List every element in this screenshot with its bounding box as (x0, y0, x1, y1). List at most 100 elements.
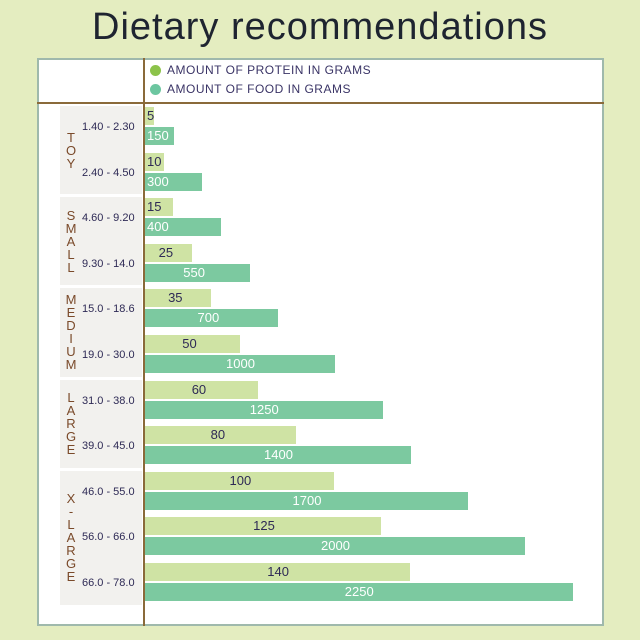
food-bar (145, 172, 202, 191)
group-letter: M (65, 220, 77, 236)
food-bar (145, 127, 174, 145)
legend-food: AMOUNT OF FOOD IN GRAMS (150, 80, 351, 98)
food-value-label: 1000 (226, 356, 255, 371)
protein-bar (145, 380, 259, 399)
protein-value-label: 80 (210, 427, 226, 443)
group-letter: O (65, 142, 77, 158)
legend-food-label: AMOUNT OF FOOD IN GRAMS (167, 82, 351, 96)
protein-bar (145, 243, 193, 262)
protein-bar (145, 426, 297, 445)
protein-value-label: 10 (147, 153, 162, 169)
protein-value-label: 35 (168, 290, 183, 306)
tick-label: 19.0 - 30.0 (82, 349, 135, 361)
group-letter: L (67, 246, 75, 262)
food-value-label: 1700 (292, 492, 322, 508)
tick-label: 46.0 - 55.0 (82, 485, 135, 498)
protein-value-label: 15 (147, 199, 162, 215)
axis-line (143, 58, 145, 626)
legend-protein-label: AMOUNT OF PROTEIN IN GRAMS (167, 63, 372, 77)
group-letter: A (66, 403, 76, 419)
protein-bar (145, 517, 382, 536)
protein-value-label: 25 (158, 244, 174, 260)
protein-bar (145, 289, 212, 308)
food-bar (145, 400, 383, 419)
group-letter: D (66, 318, 76, 334)
food-bar (145, 446, 411, 465)
protein-bar (145, 335, 240, 353)
group-letter: G (65, 556, 77, 572)
group-letter: T (67, 129, 75, 145)
food-value-label: 1250 (249, 401, 279, 417)
group-letter: - (68, 504, 74, 520)
group-box (60, 197, 142, 286)
food-value-label: 150 (147, 128, 169, 143)
food-value-label: 2000 (321, 538, 350, 554)
protein-value-label: 125 (253, 518, 275, 534)
group-letter: X (66, 491, 76, 507)
food-value-label: 2250 (344, 584, 374, 599)
group-letter: E (66, 569, 76, 585)
chart-title: Dietary recommendations (92, 6, 548, 48)
food-bar (145, 309, 278, 328)
group-letter: R (66, 543, 76, 559)
protein-bar (145, 563, 410, 581)
protein-bar (145, 471, 334, 490)
group-letter: E (66, 305, 76, 321)
tick-label: 31.0 - 38.0 (82, 394, 135, 407)
group-letter: I (69, 331, 73, 347)
tick-label: 2.40 - 4.50 (82, 166, 135, 179)
group-letter: A (66, 530, 76, 546)
food-bar (145, 263, 250, 282)
tick-label: 66.0 - 78.0 (82, 577, 135, 589)
protein-value-label: 5 (147, 108, 155, 123)
food-bar (145, 583, 573, 601)
legend-protein: AMOUNT OF PROTEIN IN GRAMS (150, 61, 371, 79)
group-letter: A (66, 233, 76, 249)
group-letter: Y (66, 155, 76, 171)
food-value-label: 700 (197, 310, 220, 326)
food-bar (145, 537, 525, 556)
protein-value-label: 60 (191, 381, 207, 397)
group-letter: M (65, 357, 77, 373)
group-box (60, 288, 142, 377)
group-letter: L (67, 390, 75, 406)
tick-label: 1.40 - 2.30 (82, 121, 135, 133)
food-bar (145, 218, 221, 237)
group-letter: E (66, 442, 76, 458)
group-box (60, 379, 142, 468)
legend-protein-swatch (150, 64, 161, 76)
tick-label: 56.0 - 66.0 (82, 531, 135, 544)
header-divider (37, 102, 604, 104)
food-value-label: 300 (147, 173, 169, 189)
protein-value-label: 140 (267, 564, 289, 579)
food-value-label: 550 (183, 264, 205, 280)
group-box (60, 470, 142, 605)
group-letter: R (66, 416, 76, 432)
group-letter: U (66, 344, 76, 360)
protein-value-label: 50 (182, 336, 197, 351)
group-letter: G (65, 429, 77, 445)
food-bar (145, 491, 468, 510)
food-value-label: 1400 (264, 447, 293, 463)
group-letter: L (67, 517, 75, 533)
protein-value-label: 100 (229, 472, 252, 488)
legend-food-swatch (150, 83, 161, 95)
food-bar (145, 355, 335, 373)
tick-label: 9.30 - 14.0 (82, 257, 135, 270)
group-letter: S (66, 207, 76, 223)
group-box (60, 106, 142, 195)
tick-label: 15.0 - 18.6 (82, 303, 135, 316)
group-letter: M (65, 292, 77, 308)
protein-bar (145, 107, 155, 125)
protein-bar (145, 198, 174, 217)
tick-label: 39.0 - 45.0 (82, 440, 135, 453)
food-value-label: 400 (147, 219, 169, 235)
protein-bar (145, 152, 164, 171)
group-letter: L (67, 259, 75, 275)
tick-label: 4.60 - 9.20 (82, 212, 135, 225)
